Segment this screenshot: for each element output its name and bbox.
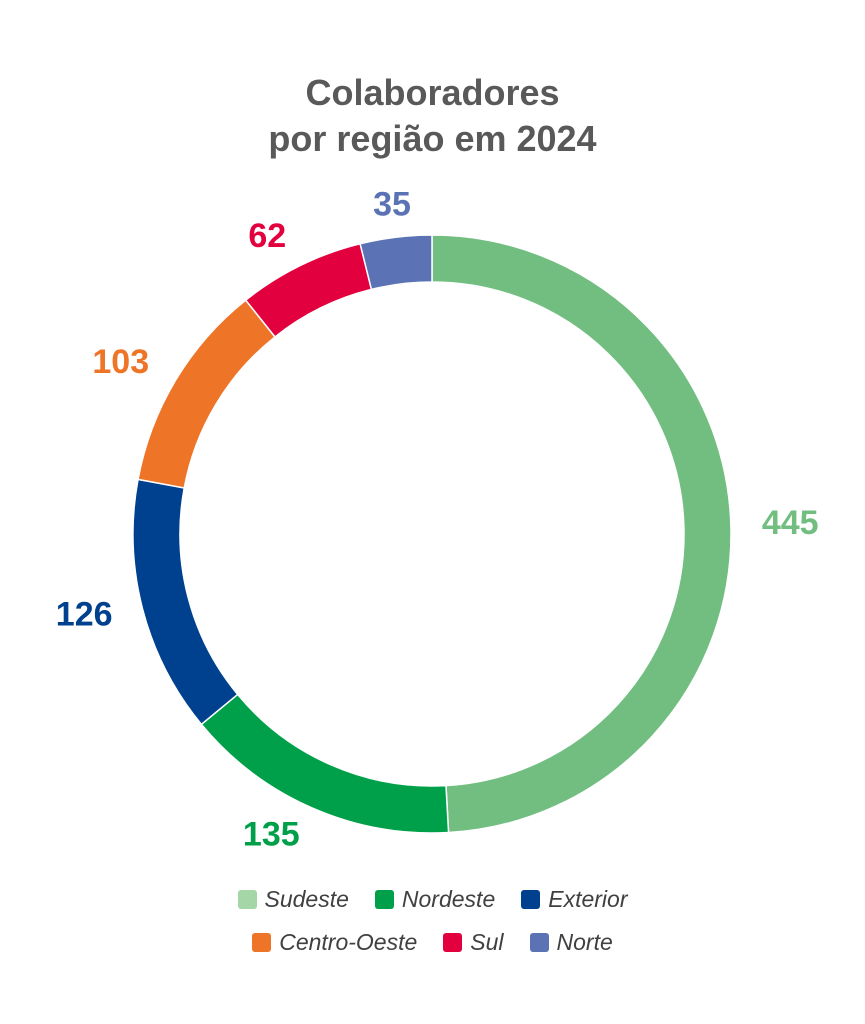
- legend-item-sul: Sul: [443, 929, 504, 956]
- slice-centro-oeste: [137, 299, 277, 489]
- legend-label-sul: Sul: [470, 929, 504, 955]
- value-label-norte: 35: [373, 185, 411, 223]
- value-label-nordeste: 135: [243, 815, 300, 853]
- slice-sul: [244, 242, 373, 338]
- donut-slices: [132, 234, 732, 834]
- value-label-centro-oeste: 103: [92, 343, 149, 381]
- legend-item-centro-oeste: Centro-Oeste: [252, 929, 417, 956]
- legend-swatch-sudeste: [237, 890, 257, 909]
- legend-item-norte: Norte: [529, 929, 613, 956]
- legend-swatch-centro-oeste: [252, 933, 272, 952]
- legend-label-centro-oeste: Centro-Oeste: [279, 929, 418, 955]
- legend-label-nordeste: Nordeste: [401, 886, 496, 912]
- legend-item-sudeste: Sudeste: [237, 886, 349, 913]
- legend-label-exterior: Exterior: [548, 886, 628, 912]
- legend-swatch-sul: [443, 933, 463, 952]
- chart-title: Colaboradores por região em 2024: [0, 70, 865, 162]
- value-label-sudeste: 445: [762, 504, 819, 542]
- legend-label-sudeste: Sudeste: [264, 886, 349, 912]
- value-label-exterior: 126: [56, 596, 113, 634]
- slice-sudeste: [431, 234, 732, 834]
- legend-item-exterior: Exterior: [521, 886, 627, 913]
- chart-title-line-2: por região em 2024: [268, 118, 597, 159]
- value-label-sul: 62: [248, 217, 286, 255]
- slice-exterior: [132, 478, 239, 726]
- legend-swatch-norte: [529, 933, 549, 952]
- legend-row-2: Centro-Oeste Sul Norte: [0, 929, 865, 956]
- slice-norte: [359, 234, 433, 291]
- slice-nordeste: [200, 693, 450, 834]
- legend-row-1: Sudeste Nordeste Exterior: [0, 886, 865, 913]
- chart-title-line-1: Colaboradores: [305, 72, 560, 113]
- legend-swatch-exterior: [521, 890, 541, 909]
- value-labels: 445 135 126 103 62 35: [56, 185, 819, 853]
- legend-swatch-nordeste: [374, 890, 394, 909]
- legend-label-norte: Norte: [556, 929, 613, 955]
- legend-item-nordeste: Nordeste: [374, 886, 496, 913]
